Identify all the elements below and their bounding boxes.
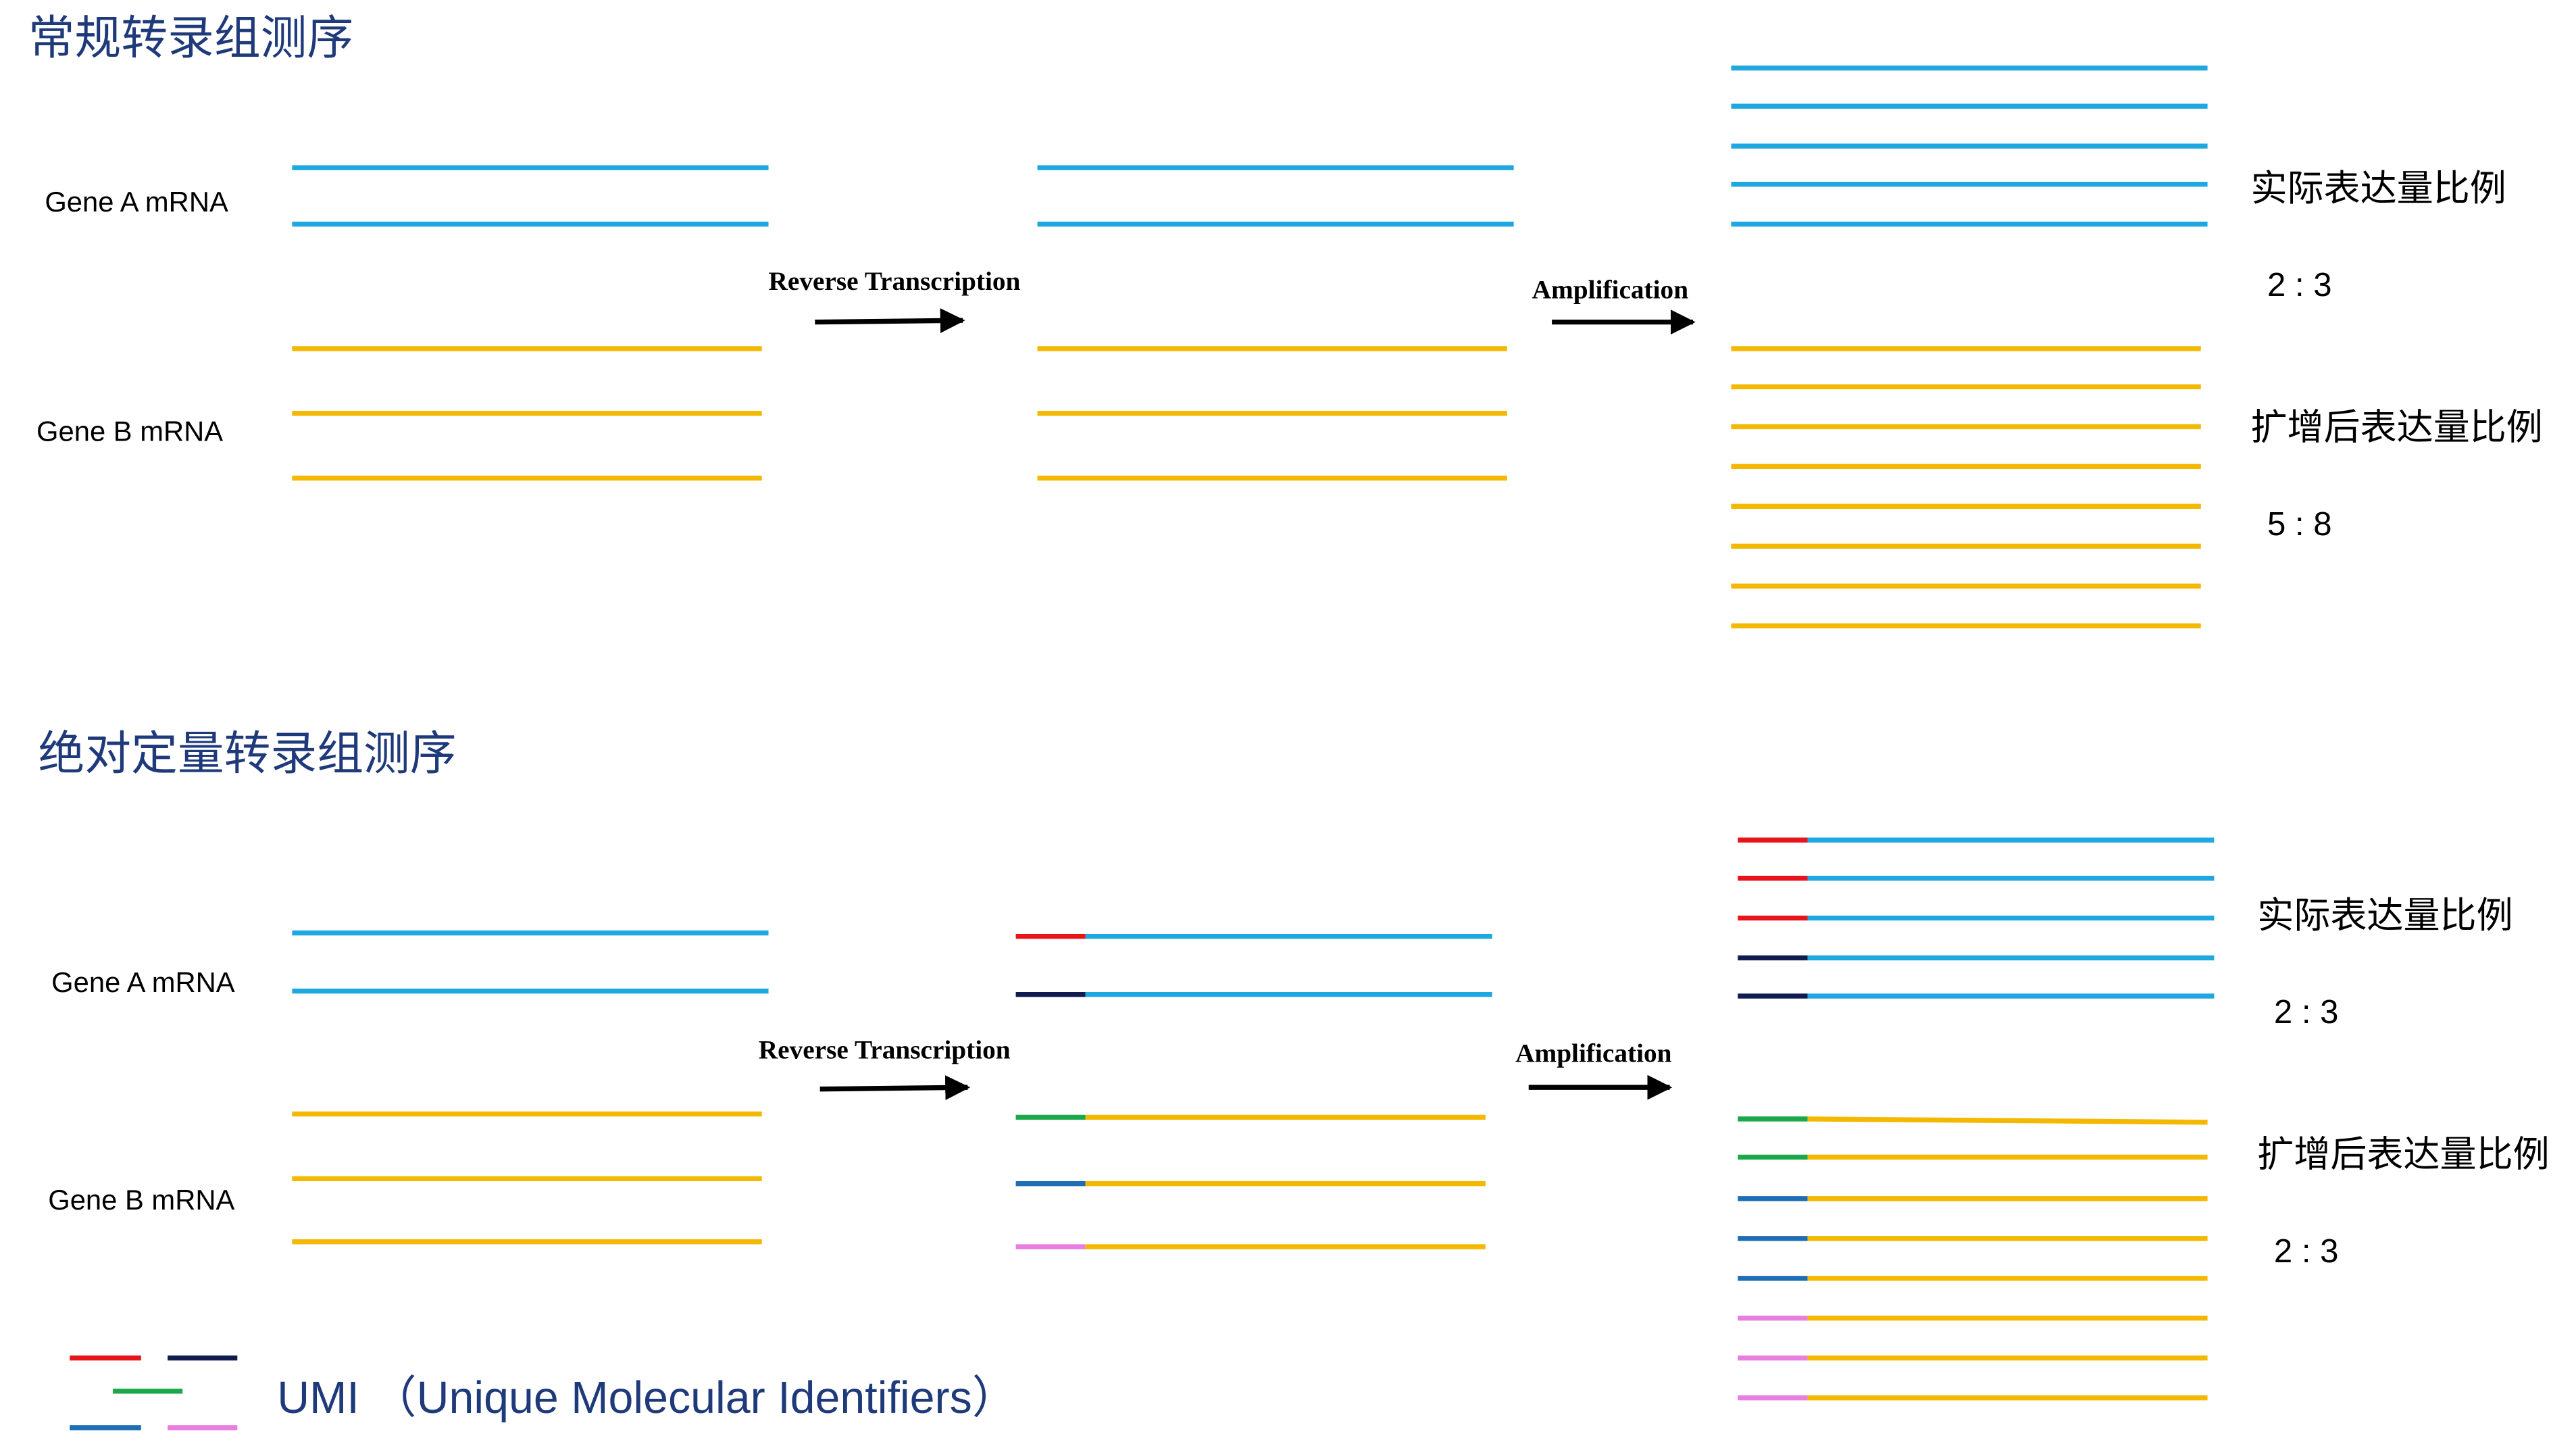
- arrow: [815, 308, 965, 333]
- legend-label: UMI （Unique Molecular Identifiers）: [277, 1373, 1017, 1423]
- step-label: Reverse Transcription: [769, 266, 1021, 296]
- ratio-value: 2 : 3: [2267, 267, 2332, 303]
- ratio-value: 5 : 8: [2267, 506, 2332, 543]
- gene-label: Gene B mRNA: [36, 415, 223, 447]
- gene-label: Gene A mRNA: [45, 186, 228, 218]
- amplicon-b: [1807, 1116, 2208, 1125]
- step-label: Reverse Transcription: [759, 1035, 1011, 1065]
- ratio-label: 扩增后表达量比例: [2257, 1135, 2549, 1175]
- ratio-label: 实际表达量比例: [2250, 168, 2506, 209]
- gene-label: Gene A mRNA: [51, 966, 235, 998]
- ratio-label: 实际表达量比例: [2257, 895, 2512, 936]
- gene-label: Gene B mRNA: [48, 1184, 234, 1216]
- ratio-label: 扩增后表达量比例: [2250, 407, 2542, 448]
- step-label: Amplification: [1532, 274, 1689, 304]
- section-title: 绝对定量转录组测序: [39, 727, 457, 779]
- section-title: 常规转录组测序: [28, 12, 353, 64]
- step-label: Amplification: [1515, 1039, 1672, 1068]
- arrow: [819, 1075, 971, 1101]
- ratio-value: 2 : 3: [2274, 1233, 2339, 1270]
- ratio-value: 2 : 3: [2274, 994, 2339, 1030]
